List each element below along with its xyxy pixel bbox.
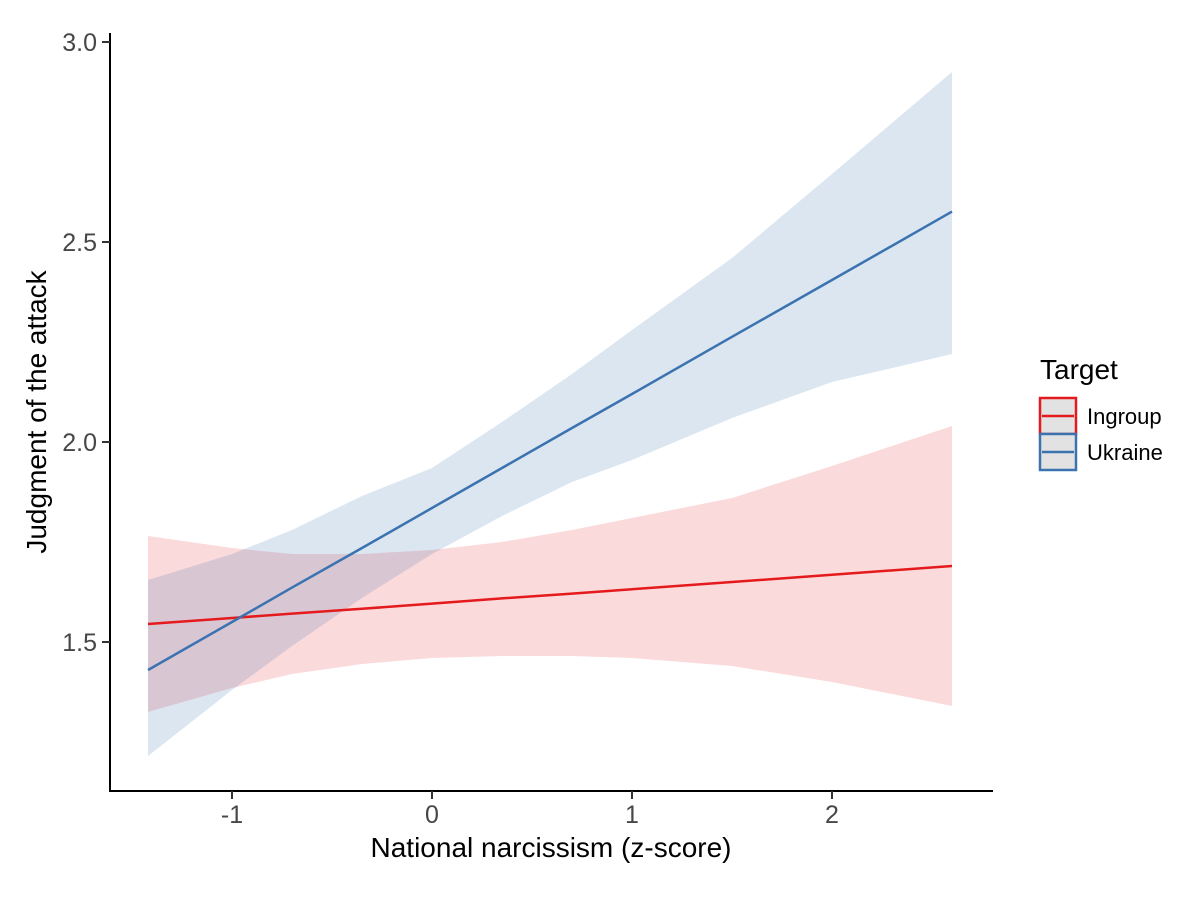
legend-title: Target [1040, 354, 1118, 385]
confidence-ribbons [148, 72, 952, 756]
regression-lines [147, 210, 953, 672]
x-axis-title: National narcissism (z-score) [371, 832, 732, 863]
ci-ribbon-ingroup [148, 426, 952, 712]
y-tick-label: 1.5 [62, 629, 97, 657]
x-tick-label: -1 [221, 801, 243, 829]
axes [109, 33, 993, 792]
y-tick-label: 2.5 [62, 229, 97, 257]
x-tick-label: 1 [625, 801, 639, 829]
legend-label-ingroup: Ingroup [1087, 404, 1162, 429]
ci-ribbon-ukraine [148, 72, 952, 756]
fit-line-ingroup [147, 564, 953, 626]
x-tick-label: 0 [425, 801, 439, 829]
x-tick-label: 2 [825, 801, 839, 829]
legend: Target Ingroup Ukraine [1038, 354, 1163, 472]
axis-ticks: 1.5 2.0 2.5 3.0 -1 0 1 2 [62, 29, 839, 829]
y-tick-label: 2.0 [62, 429, 97, 457]
y-tick-label: 3.0 [62, 29, 97, 57]
fit-line-ukraine [147, 210, 953, 672]
legend-label-ukraine: Ukraine [1087, 440, 1163, 465]
legend-entries: Ingroup Ukraine [1038, 396, 1163, 472]
y-axis-title: Judgment of the attack [21, 269, 52, 553]
